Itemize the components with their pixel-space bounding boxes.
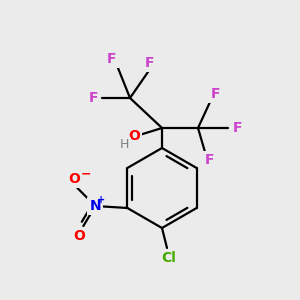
Text: F: F <box>145 56 155 70</box>
Text: +: + <box>97 195 105 205</box>
Text: O: O <box>74 229 85 243</box>
Text: O: O <box>68 172 80 186</box>
Text: F: F <box>210 87 220 101</box>
Text: −: − <box>81 167 92 181</box>
Text: Cl: Cl <box>162 251 176 265</box>
Text: F: F <box>205 153 215 167</box>
Text: F: F <box>89 91 99 105</box>
Text: F: F <box>107 52 117 66</box>
Text: F: F <box>232 121 242 135</box>
Text: N: N <box>89 199 101 213</box>
Text: O: O <box>128 129 140 143</box>
Text: H: H <box>119 139 129 152</box>
